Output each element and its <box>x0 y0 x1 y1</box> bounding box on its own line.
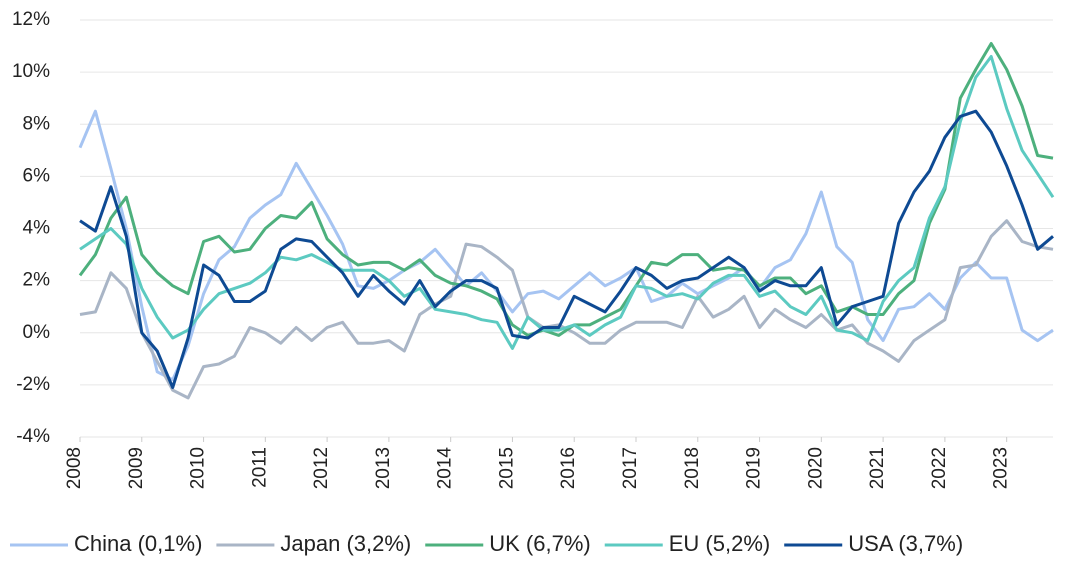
x-tick-label: 2020 <box>805 447 826 489</box>
x-tick-label: 2008 <box>64 447 85 489</box>
x-tick-label: 2015 <box>496 447 517 489</box>
y-tick-label: 4% <box>23 218 51 239</box>
legend-label: EU (5,2%) <box>669 531 770 556</box>
y-tick-label: -2% <box>16 374 50 395</box>
y-tick-label: 12% <box>12 9 50 30</box>
line-series <box>79 109 1054 389</box>
x-tick-label: 2012 <box>311 447 332 489</box>
x-tick-label: 2017 <box>620 447 641 489</box>
x-tick-label: 2013 <box>373 447 394 489</box>
legend-label: UK (6,7%) <box>489 531 590 556</box>
line-series <box>79 55 1055 350</box>
legend-label: China (0,1%) <box>74 531 202 556</box>
x-tick-label: 2023 <box>991 447 1012 489</box>
y-tick-label: 6% <box>23 165 51 186</box>
y-tick-label: -4% <box>16 426 50 447</box>
x-tick-label: 2014 <box>435 447 456 490</box>
x-tick-label: 2021 <box>867 447 888 489</box>
x-tick-label: 2011 <box>249 447 270 488</box>
y-tick-label: 10% <box>12 61 50 82</box>
x-tick-label: 2018 <box>682 447 703 489</box>
line-series <box>78 109 1054 382</box>
x-tick-label: 2016 <box>558 447 579 489</box>
y-tick-label: 0% <box>23 322 51 343</box>
x-tick-label: 2010 <box>188 447 209 489</box>
x-tick-label: 2022 <box>929 447 950 489</box>
x-tick-label: 2009 <box>126 447 147 489</box>
x-tick-label: 2019 <box>744 447 765 489</box>
legend-label: USA (3,7%) <box>848 531 963 556</box>
y-tick-label: 8% <box>23 113 51 134</box>
line-series <box>78 42 1054 337</box>
y-tick-label: 2% <box>23 270 51 291</box>
legend-label: Japan (3,2%) <box>280 531 411 556</box>
